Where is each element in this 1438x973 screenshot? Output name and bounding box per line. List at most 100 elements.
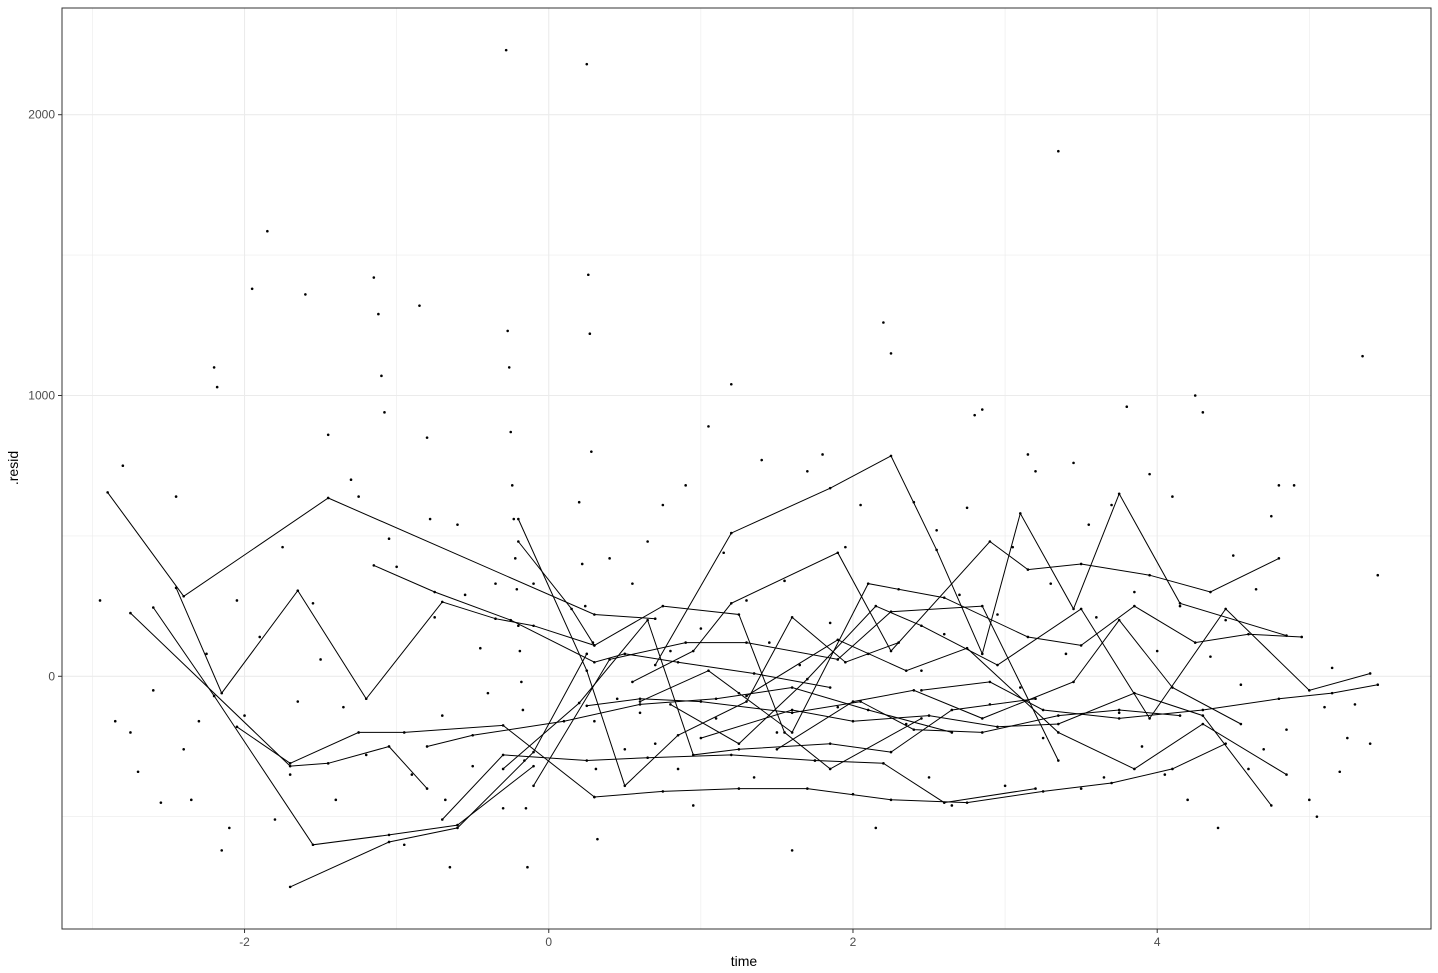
line-vertex-point: [106, 491, 109, 494]
y-tick-label: 2000: [28, 108, 55, 122]
line-vertex-point: [1117, 708, 1121, 712]
line-vertex-point: [638, 697, 642, 701]
line-vertex-point: [737, 742, 741, 745]
line-vertex-point: [988, 680, 992, 684]
data-point: [1072, 461, 1075, 465]
line-vertex-point: [151, 606, 155, 609]
line-vertex-point: [1079, 644, 1083, 647]
series-line-8: [426, 686, 952, 747]
data-point: [653, 742, 657, 745]
line-vertex-point: [1376, 683, 1380, 687]
data-point: [866, 652, 870, 656]
data-point: [342, 705, 345, 709]
line-vertex-point: [1368, 672, 1372, 675]
line-vertex-point: [402, 731, 406, 734]
line-vertex-point: [1193, 641, 1197, 644]
data-point: [1102, 776, 1106, 779]
data-point: [136, 770, 140, 774]
line-vertex-point: [729, 753, 733, 757]
data-point: [98, 599, 102, 602]
line-vertex-point: [456, 826, 459, 830]
data-point: [428, 517, 432, 521]
line-vertex-point: [935, 548, 938, 552]
data-point: [243, 714, 246, 717]
line-vertex-point: [904, 669, 908, 672]
data-point: [1361, 354, 1364, 358]
line-vertex-point: [1201, 722, 1205, 726]
x-tick-label: 0: [545, 935, 552, 949]
line-vertex-point: [661, 790, 665, 793]
line-vertex-point: [1034, 787, 1037, 790]
data-point: [1095, 616, 1098, 619]
x-axis-title: time: [731, 953, 758, 969]
data-point: [988, 703, 992, 706]
line-vertex-point: [1148, 573, 1151, 577]
data-point: [904, 722, 908, 726]
data-point: [273, 818, 277, 821]
data-point: [996, 613, 999, 616]
data-point: [1193, 394, 1197, 397]
data-point: [669, 649, 672, 653]
line-vertex-point: [387, 833, 391, 837]
data-point: [691, 804, 695, 807]
data-point: [588, 332, 592, 336]
y-axis-ticks: 0 1000 2000: [28, 108, 62, 683]
data-point: [836, 705, 840, 709]
data-point: [258, 635, 262, 639]
line-vertex-point: [212, 694, 216, 698]
line-vertex-point: [585, 759, 589, 762]
line-vertex-point: [836, 638, 840, 642]
data-point: [220, 849, 224, 852]
line-vertex-point: [1277, 697, 1281, 701]
y-axis-title: .resid: [5, 451, 21, 485]
data-point: [1247, 767, 1250, 771]
data-point: [585, 62, 589, 66]
data-point: [661, 503, 665, 507]
data-point: [182, 747, 185, 751]
data-point: [942, 632, 946, 636]
x-axis-ticks: -2 0 2 4: [239, 929, 1161, 949]
data-point: [380, 374, 383, 378]
data-point: [973, 413, 976, 417]
data-point: [912, 500, 916, 504]
line-vertex-point: [859, 700, 862, 703]
line-vertex-point: [980, 731, 984, 734]
series-line-23: [921, 681, 1378, 719]
x-tick-label: -2: [239, 935, 250, 949]
data-point: [676, 767, 680, 771]
line-vertex-point: [828, 767, 832, 771]
data-point: [1338, 770, 1342, 774]
line-vertex-point: [1072, 607, 1075, 611]
data-point: [486, 691, 490, 695]
data-point: [1003, 784, 1007, 788]
data-point: [1262, 747, 1265, 751]
line-vertex-point: [593, 644, 596, 647]
data-point: [828, 621, 832, 625]
data-point: [212, 366, 216, 369]
line-vertex-point: [745, 641, 748, 644]
data-point: [707, 425, 710, 428]
line-vertex-point: [980, 652, 984, 656]
line-vertex-point: [996, 725, 999, 729]
data-point: [1323, 705, 1326, 709]
data-point: [504, 48, 508, 52]
data-point: [821, 453, 824, 456]
series-line-7: [373, 564, 831, 688]
line-vertex-point: [745, 694, 748, 698]
data-point: [851, 792, 855, 796]
data-point: [920, 669, 923, 672]
data-point: [844, 545, 847, 549]
data-point: [410, 773, 414, 776]
line-vertex-point: [790, 616, 794, 619]
line-vertex-point: [790, 731, 794, 734]
line-vertex-point: [174, 586, 178, 590]
line-vertex-point: [882, 762, 885, 765]
data-point: [1376, 573, 1380, 577]
data-point: [775, 731, 779, 734]
data-point: [1330, 666, 1334, 670]
line-vertex-point: [790, 711, 794, 715]
data-point: [515, 587, 519, 591]
line-vertex-point: [790, 686, 794, 689]
data-point: [1216, 826, 1220, 830]
